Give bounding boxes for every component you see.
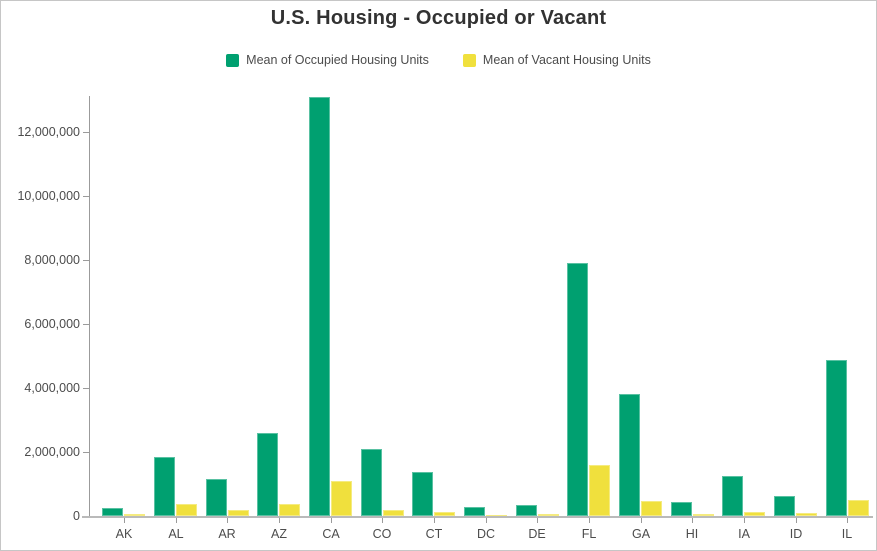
- bar-occupied-CT[interactable]: [412, 472, 433, 516]
- bar-vacant-DE[interactable]: [538, 514, 559, 516]
- bar-occupied-IL[interactable]: [826, 360, 847, 516]
- x-axis-tick: [279, 518, 280, 523]
- x-axis-label-CA: CA: [322, 527, 340, 541]
- x-axis-tick: [796, 518, 797, 523]
- legend-swatch-occupied: [226, 53, 240, 67]
- x-axis-label-IA: IA: [738, 527, 750, 541]
- bar-vacant-AL[interactable]: [176, 504, 197, 516]
- x-axis-tick: [227, 518, 228, 523]
- legend-label-vacant: Mean of Vacant Housing Units: [482, 53, 651, 67]
- x-axis-label-AL: AL: [168, 527, 184, 541]
- x-axis-label-AK: AK: [115, 527, 133, 541]
- bar-occupied-AZ[interactable]: [257, 433, 278, 516]
- bar-vacant-DC[interactable]: [486, 515, 507, 516]
- y-axis-tick: [83, 388, 89, 389]
- y-axis-tick: [83, 324, 89, 325]
- bar-vacant-GA[interactable]: [641, 501, 662, 516]
- plot-area: [98, 96, 873, 516]
- x-axis-tick: [589, 518, 590, 523]
- x-axis-tick: [537, 518, 538, 523]
- legend-swatch-vacant: [462, 53, 476, 67]
- x-axis-label-AZ: AZ: [271, 527, 287, 541]
- y-axis-tick-label: 12,000,000: [17, 125, 80, 139]
- legend-item-vacant[interactable]: Mean of Vacant Housing Units: [462, 53, 651, 67]
- x-axis-tick: [486, 518, 487, 523]
- x-axis-label-HI: HI: [685, 527, 699, 541]
- legend-item-occupied[interactable]: Mean of Occupied Housing Units: [226, 53, 429, 67]
- x-axis-label-FL: FL: [581, 527, 597, 541]
- bar-occupied-DE[interactable]: [516, 505, 537, 516]
- x-axis-tick: [176, 518, 177, 523]
- bar-occupied-IA[interactable]: [722, 476, 743, 516]
- x-axis-label-CT: CT: [425, 527, 443, 541]
- x-axis-label-AR: AR: [218, 527, 236, 541]
- y-axis-tick-label: 10,000,000: [17, 189, 80, 203]
- x-axis-tick: [847, 518, 848, 523]
- bar-vacant-HI[interactable]: [693, 514, 714, 516]
- bar-occupied-AL[interactable]: [154, 457, 175, 516]
- bar-vacant-CO[interactable]: [383, 510, 404, 516]
- bar-vacant-AK[interactable]: [124, 514, 145, 516]
- bar-occupied-CA[interactable]: [309, 97, 330, 516]
- y-axis-tick-label: 0: [73, 509, 80, 523]
- bar-vacant-ID[interactable]: [796, 513, 817, 516]
- bar-occupied-ID[interactable]: [774, 496, 795, 516]
- bar-occupied-FL[interactable]: [567, 263, 588, 516]
- bar-occupied-AK[interactable]: [102, 508, 123, 516]
- bar-occupied-DC[interactable]: [464, 507, 485, 516]
- bar-vacant-FL[interactable]: [589, 465, 610, 516]
- bar-vacant-CT[interactable]: [434, 512, 455, 516]
- x-axis-tick: [124, 518, 125, 523]
- y-axis-tick: [83, 196, 89, 197]
- y-axis-tick: [83, 260, 89, 261]
- x-axis-label-DE: DE: [528, 527, 546, 541]
- y-axis-tick-label: 2,000,000: [24, 445, 80, 459]
- x-axis-tick: [641, 518, 642, 523]
- x-axis-tick: [744, 518, 745, 523]
- x-axis-baseline: [82, 516, 873, 518]
- y-axis-tick: [83, 132, 89, 133]
- legend-label-occupied: Mean of Occupied Housing Units: [246, 53, 429, 67]
- x-axis-tick: [434, 518, 435, 523]
- legend: Mean of Occupied Housing Units Mean of V…: [1, 53, 876, 67]
- bar-vacant-AZ[interactable]: [279, 504, 300, 516]
- y-axis-line: [89, 96, 90, 516]
- x-axis-tick: [382, 518, 383, 523]
- bar-vacant-IL[interactable]: [848, 500, 869, 516]
- y-axis-tick-label: 8,000,000: [24, 253, 80, 267]
- bar-occupied-CO[interactable]: [361, 449, 382, 516]
- x-axis-tick: [331, 518, 332, 523]
- bar-vacant-CA[interactable]: [331, 481, 352, 516]
- y-axis-tick-label: 6,000,000: [24, 317, 80, 331]
- bar-occupied-GA[interactable]: [619, 394, 640, 516]
- x-axis-label-GA: GA: [631, 527, 651, 541]
- x-axis-label-CO: CO: [372, 527, 392, 541]
- y-axis-tick-label: 4,000,000: [24, 381, 80, 395]
- x-axis-label-IL: IL: [841, 527, 853, 541]
- bar-vacant-IA[interactable]: [744, 512, 765, 516]
- bar-vacant-AR[interactable]: [228, 510, 249, 516]
- y-axis-tick: [83, 452, 89, 453]
- chart-title: U.S. Housing - Occupied or Vacant: [270, 7, 607, 29]
- x-axis-tick: [692, 518, 693, 523]
- bar-occupied-HI[interactable]: [671, 502, 692, 516]
- x-axis-label-DC: DC: [476, 527, 496, 541]
- bar-occupied-AR[interactable]: [206, 479, 227, 516]
- x-axis-label-ID: ID: [789, 527, 803, 541]
